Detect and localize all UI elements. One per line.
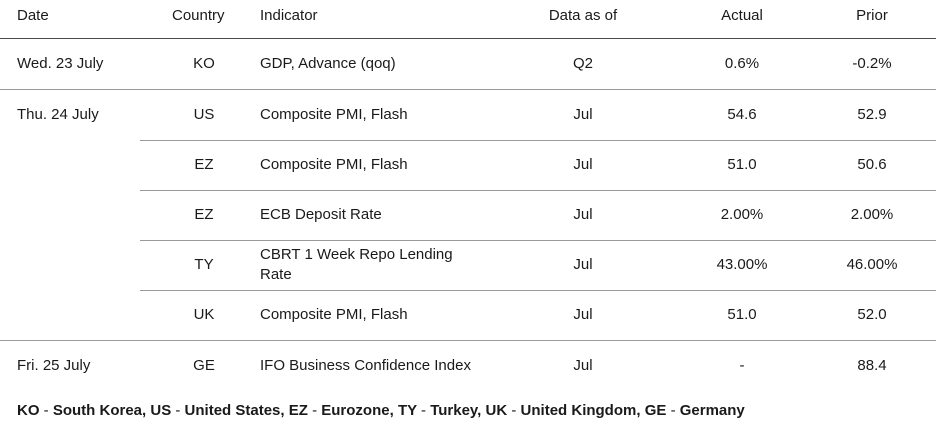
cell-country: GE [193, 357, 215, 374]
legend-code-uk: UK [485, 402, 508, 419]
table-row: UK Composite PMI, Flash Jul 51.0 52.0 [0, 290, 936, 341]
row-divider [140, 140, 936, 141]
cell-data-as-of: Jul [573, 206, 593, 223]
header-actual: Actual [721, 7, 763, 24]
legend-code-ge: GE [644, 402, 667, 419]
cell-data-as-of: Jul [573, 106, 593, 123]
economic-calendar-table: Date Country Indicator Data as of Actual… [0, 0, 936, 391]
legend-name-ez: Eurozone, [321, 402, 394, 419]
country-code-legend: KO - South Korea, US - United States, EZ… [17, 402, 745, 419]
legend-name-us: United States, [184, 402, 285, 419]
header-country: Country [172, 7, 225, 24]
cell-country: US [193, 106, 215, 123]
cell-date: Wed. 23 July [17, 55, 104, 72]
legend-code-ez: EZ [288, 402, 308, 419]
table-row: EZ ECB Deposit Rate Jul 2.00% 2.00% [0, 190, 936, 241]
cell-prior: 46.00% [846, 256, 898, 273]
legend-dash: - [511, 402, 517, 419]
legend-dash: - [312, 402, 318, 419]
cell-data-as-of: Jul [573, 256, 593, 273]
cell-actual: 0.6% [724, 55, 760, 72]
legend-code-ty: TY [397, 402, 417, 419]
cell-prior: 52.9 [857, 106, 887, 123]
row-divider [140, 290, 936, 291]
header-date: Date [17, 7, 49, 24]
cell-actual: 43.00% [716, 256, 768, 273]
cell-indicator: Composite PMI, Flash [260, 306, 408, 323]
table-row: EZ Composite PMI, Flash Jul 51.0 50.6 [0, 140, 936, 191]
legend-name-ge: Germany [679, 402, 745, 419]
cell-data-as-of: Jul [573, 306, 593, 323]
cell-country: KO [193, 55, 215, 72]
cell-prior: 52.0 [857, 306, 887, 323]
row-divider [140, 190, 936, 191]
legend-code-us: US [150, 402, 172, 419]
cell-actual: - [739, 357, 745, 374]
cell-indicator: ECB Deposit Rate [260, 206, 382, 223]
cell-indicator-line1: CBRT 1 Week Repo Lending [260, 246, 453, 263]
legend-dash: - [175, 402, 181, 419]
table-row: Thu. 24 July US Composite PMI, Flash Jul… [0, 90, 936, 141]
cell-indicator: Composite PMI, Flash [260, 106, 408, 123]
table-row: Fri. 25 July GE IFO Business Confidence … [0, 341, 936, 391]
header-indicator: Indicator [260, 7, 318, 24]
legend-name-uk: United Kingdom, [520, 402, 641, 419]
cell-data-as-of: Jul [573, 357, 593, 374]
table-row: TY CBRT 1 Week Repo Lending Rate Jul 43.… [0, 240, 936, 291]
cell-date: Fri. 25 July [17, 357, 91, 374]
cell-country: TY [194, 256, 214, 273]
cell-indicator: Composite PMI, Flash [260, 156, 408, 173]
cell-country: EZ [194, 206, 214, 223]
cell-prior: 2.00% [850, 206, 894, 223]
cell-prior: 50.6 [857, 156, 887, 173]
cell-actual: 51.0 [727, 306, 757, 323]
cell-indicator: GDP, Advance (qoq) [260, 55, 396, 72]
row-divider [140, 240, 936, 241]
cell-data-as-of: Q2 [572, 55, 593, 72]
cell-country: UK [193, 306, 215, 323]
cell-actual: 51.0 [727, 156, 757, 173]
cell-data-as-of: Jul [573, 156, 593, 173]
legend-dash: - [670, 402, 676, 419]
cell-indicator-line2: Rate [260, 266, 292, 283]
cell-indicator: IFO Business Confidence Index [260, 357, 471, 374]
table-row: Wed. 23 July KO GDP, Advance (qoq) Q2 0.… [0, 39, 936, 90]
cell-indicator: CBRT 1 Week Repo Lending Rate [260, 245, 500, 285]
legend-name-ko: South Korea, [52, 402, 147, 419]
cell-actual: 2.00% [720, 206, 764, 223]
legend-dash: - [43, 402, 49, 419]
legend-code-ko: KO [17, 402, 40, 419]
legend-name-ty: Turkey, [430, 402, 482, 419]
table-header: Date Country Indicator Data as of Actual… [0, 0, 936, 39]
cell-date: Thu. 24 July [17, 106, 99, 123]
cell-actual: 54.6 [727, 106, 757, 123]
cell-prior: -0.2% [852, 55, 892, 72]
cell-prior: 88.4 [857, 357, 887, 374]
header-prior: Prior [856, 7, 888, 24]
header-data-as-of: Data as of [548, 7, 618, 24]
legend-dash: - [421, 402, 427, 419]
cell-country: EZ [194, 156, 214, 173]
